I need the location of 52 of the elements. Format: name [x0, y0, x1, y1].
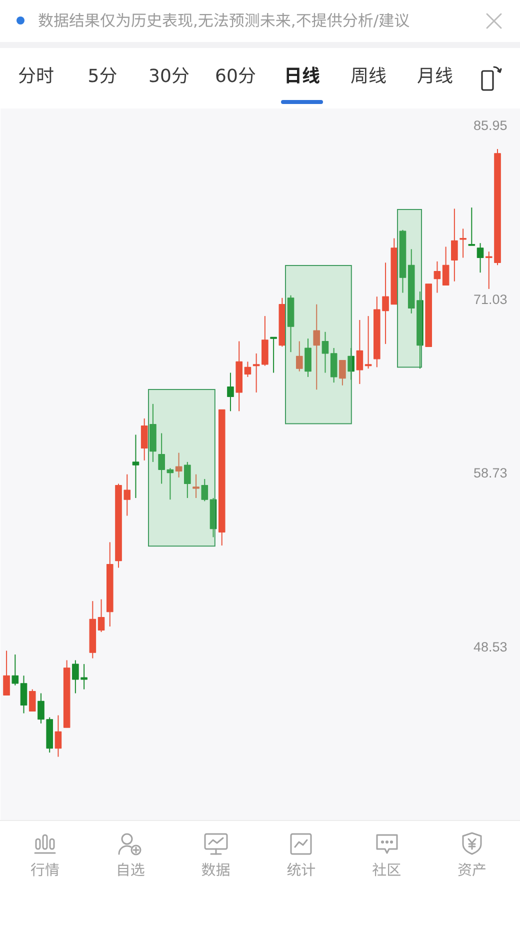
candlestick — [476, 242, 484, 274]
text: 60分 — [214, 65, 257, 89]
candlestick — [270, 336, 277, 374]
candlestick — [28, 688, 36, 712]
text: 周线 — [350, 65, 388, 89]
candlestick — [38, 692, 44, 724]
text: 30分 — [148, 65, 190, 89]
candlestick — [356, 319, 364, 384]
candlestick — [175, 452, 182, 478]
candlestick — [313, 304, 320, 390]
text: 5分 — [86, 65, 118, 89]
text: 社区 — [371, 862, 402, 881]
candlestick — [322, 331, 329, 374]
candlestick — [227, 372, 234, 412]
candlestick — [158, 432, 165, 484]
y-tick-label: 58.73 — [474, 465, 508, 480]
candlestick — [3, 650, 10, 696]
candlestick — [12, 654, 19, 686]
candlestick — [184, 461, 191, 498]
candlestick — [348, 348, 354, 380]
candlestick — [192, 474, 200, 498]
y-tick-label: 85.95 — [474, 118, 508, 133]
text: 分时 — [17, 65, 55, 89]
text: 行情 — [30, 862, 60, 881]
y-tick-label: 48.53 — [474, 639, 508, 654]
candlestick — [132, 434, 140, 498]
text: 统计 — [286, 862, 317, 881]
candlestick — [339, 360, 346, 386]
text: 数据 — [200, 862, 232, 881]
candlestick — [252, 352, 260, 393]
candlestick — [364, 316, 372, 370]
candlestick — [434, 260, 441, 294]
candlestick — [451, 208, 458, 282]
text: 日线 — [283, 65, 321, 89]
candlestick — [201, 478, 208, 502]
candlestick — [20, 675, 28, 714]
y-tick-label: 71.03 — [474, 292, 508, 307]
candlestick — [140, 418, 148, 461]
candlestick — [296, 340, 303, 372]
candlestick — [244, 361, 252, 378]
text: 月线 — [416, 65, 454, 89]
candlestick — [442, 246, 450, 286]
candlestick — [468, 207, 476, 246]
candlestick — [304, 338, 312, 378]
text: 资产 — [456, 862, 488, 881]
candlestick — [98, 598, 105, 633]
text: 自选 — [114, 862, 146, 881]
candlestick — [54, 714, 62, 758]
text: 数据结果仅为历史表现,无法预测未来,不提供分析/建议 — [38, 11, 410, 32]
candlestick — [330, 348, 338, 384]
candlestick — [166, 468, 174, 500]
candlestick — [460, 228, 466, 258]
